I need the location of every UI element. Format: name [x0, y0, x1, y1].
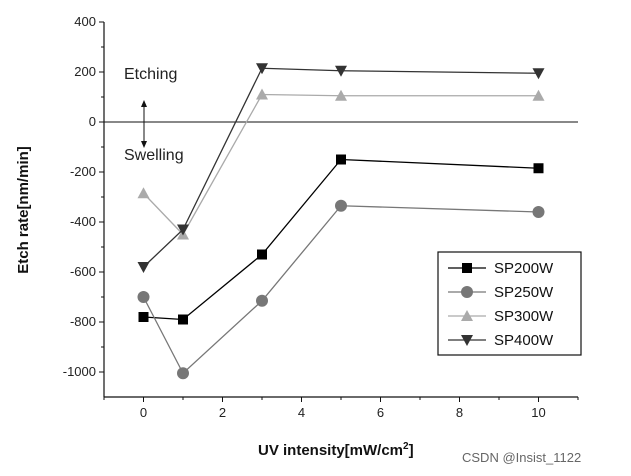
y-tick-label: -1000 [63, 364, 96, 379]
x-tick-label: 8 [456, 405, 463, 420]
y-tick-label: -400 [70, 214, 96, 229]
double-arrow-icon [141, 100, 147, 148]
x-tick-label: 4 [298, 405, 305, 420]
y-axis-title: Etch rate[nm/min] [15, 146, 32, 274]
x-tick-label: 10 [531, 405, 545, 420]
series-sp250w [137, 199, 545, 380]
x-tick-label: 0 [140, 405, 147, 420]
x-tick-label: 6 [377, 405, 384, 420]
data-point [137, 187, 150, 199]
data-point [532, 89, 545, 101]
data-point [532, 68, 545, 80]
y-tick-label: 200 [74, 64, 96, 79]
legend: SP200W SP250W SP300W SP400W [437, 251, 582, 356]
data-point [533, 163, 544, 174]
data-point [336, 154, 346, 165]
watermark: CSDN @Insist_1122 [462, 450, 581, 465]
x-tick-label: 2 [219, 405, 226, 420]
data-point [256, 294, 268, 307]
y-tick-label: 400 [74, 14, 96, 29]
legend-label: SP400W [494, 332, 554, 349]
data-point [532, 206, 545, 218]
series-sp200w [138, 154, 544, 325]
y-tick-label: -200 [70, 164, 96, 179]
legend-box [437, 251, 582, 356]
data-point [177, 367, 189, 380]
legend-label: SP200W [494, 260, 554, 277]
x-axis-title: UV intensity[mW/cm2] [258, 441, 414, 459]
legend-marker [461, 335, 473, 346]
series-layer [137, 63, 545, 380]
data-point [178, 314, 188, 325]
data-point [257, 249, 267, 260]
data-point [137, 291, 150, 303]
data-point [335, 89, 347, 101]
legend-marker [462, 263, 472, 273]
data-point [137, 262, 150, 273]
data-point [256, 88, 268, 100]
series-sp400w [137, 63, 545, 273]
legend-marker [461, 310, 473, 321]
legend-label: SP300W [494, 308, 554, 325]
legend-marker [461, 286, 473, 298]
legend-label: SP250W [494, 284, 554, 301]
axis-ticks: 400 200 0 -200 -400 -600 -800 -1000 0 2 4 6 8 10 [63, 14, 579, 420]
y-tick-label: 0 [89, 114, 96, 129]
annotation-etching: Etching [124, 66, 177, 83]
y-tick-label: -800 [70, 314, 96, 329]
data-point [138, 312, 149, 322]
y-tick-label: -600 [70, 264, 96, 279]
data-point [335, 65, 347, 77]
data-point [335, 199, 347, 212]
data-point [256, 63, 268, 75]
annotation-swelling: Swelling [124, 147, 184, 164]
data-point [177, 224, 189, 236]
